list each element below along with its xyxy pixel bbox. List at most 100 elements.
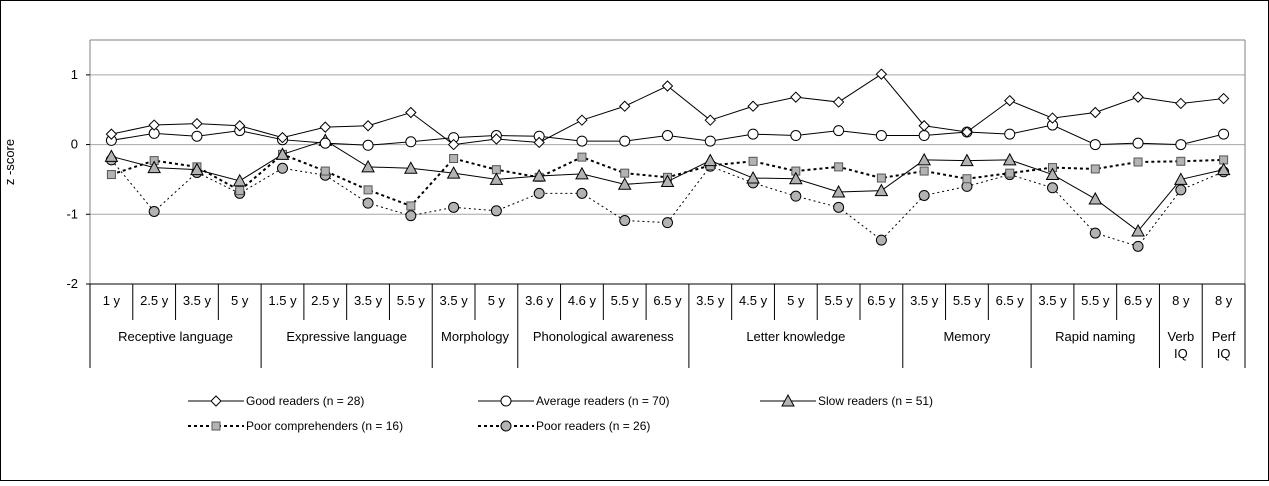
data-point [662,130,673,142]
data-point [363,185,373,195]
data-point [406,201,416,211]
data-point [662,217,673,229]
x-tick-label: 5.5 y [953,293,982,308]
data-point [748,156,758,166]
data-point [533,187,545,199]
data-point [619,100,631,112]
data-point [449,154,459,164]
series-layer [104,68,1231,252]
data-point [235,186,245,196]
data-point [832,96,845,108]
data-point [1047,182,1058,194]
data-point [781,393,795,407]
data-point [191,130,203,142]
data-point [362,139,374,151]
data-point [532,168,547,182]
x-tick-label: 3.5 y [1038,293,1067,308]
x-tick-label: 4.5 y [739,293,768,308]
data-point [448,201,460,213]
data-point [319,137,331,149]
legend-item: Poor readers (n = 26) [478,419,650,433]
group-label: Expressive language [286,329,407,344]
data-point [1089,106,1101,119]
data-point [661,80,674,92]
data-point [746,170,760,184]
data-point [490,205,502,217]
data-point [105,128,118,140]
data-point [577,152,587,162]
x-tick-label: 5 y [787,293,805,308]
data-point [104,149,119,162]
data-point [576,135,588,147]
data-point [106,170,116,180]
data-point [960,153,974,167]
data-point [361,159,375,173]
group-label: IQ [1174,346,1188,361]
data-point [1175,184,1187,196]
x-tick-label: 1 y [103,293,121,308]
data-point [918,120,930,132]
y-axis-title: z -score [2,139,17,185]
group-label: Verb [1167,329,1194,344]
data-point [490,133,503,145]
data-point [1089,139,1101,151]
data-point [1132,240,1144,252]
data-point [500,395,512,407]
data-point [405,210,417,222]
data-point [1004,94,1016,107]
x-tick-label: 5.5 y [825,293,854,308]
data-point [834,162,844,172]
series-2 [104,133,1231,237]
data-point [619,135,631,147]
axis-layer: 1 0 -1 -2 z -score 1 y 2.5 y 3.5 y 5 y 1.5 y 2.5 y… [2,39,1246,368]
data-point [788,171,803,185]
data-point [703,153,718,167]
data-point [961,126,973,138]
data-point [919,166,929,176]
data-point [620,168,630,178]
data-point [232,173,247,187]
data-point [275,147,290,160]
data-point [576,114,588,126]
x-tick-label: 6.5 y [867,293,896,308]
data-point [617,177,632,190]
legend-label: Average readers (n = 70) [536,394,670,408]
group-label: Morphology [441,329,509,344]
legend-layer: Good readers (n = 28) Average readers (n … [188,393,933,433]
legend-item: Average readers (n = 70) [478,394,670,408]
x-tick-label: 3.5 y [910,293,939,308]
x-tick-label: 8 y [1215,293,1233,308]
data-point [147,160,162,174]
group-label: Memory [943,329,990,344]
legend-label: Good readers (n = 28) [246,394,364,408]
data-point [1216,162,1231,176]
group-label: Receptive language [118,329,233,344]
x-tick-label: 5.5 y [397,293,426,308]
data-point [277,162,288,174]
group-label: Rapid naming [1055,329,1135,344]
legend-label: Poor comprehenders (n = 16) [246,419,403,433]
x-tick-label: 2.5 y [311,293,340,308]
x-tick-label: 5 y [231,293,249,308]
data-point [917,152,932,166]
data-point [1090,164,1100,174]
x-tick-label: 5 y [488,293,506,308]
data-point [747,128,759,140]
data-point [210,395,222,407]
data-point [660,174,675,188]
x-tick-label: 6.5 y [653,293,682,308]
data-point [1218,128,1230,140]
data-point [405,136,417,148]
data-point [1045,167,1060,181]
data-point [790,190,802,202]
data-point [1217,92,1230,105]
data-point [447,138,460,151]
legend-item: Slow readers (n = 51) [760,393,933,408]
data-point [1133,157,1143,167]
data-point [276,131,289,144]
data-point [234,120,246,132]
data-point [533,136,545,149]
group-label: Phonological awareness [533,329,674,344]
